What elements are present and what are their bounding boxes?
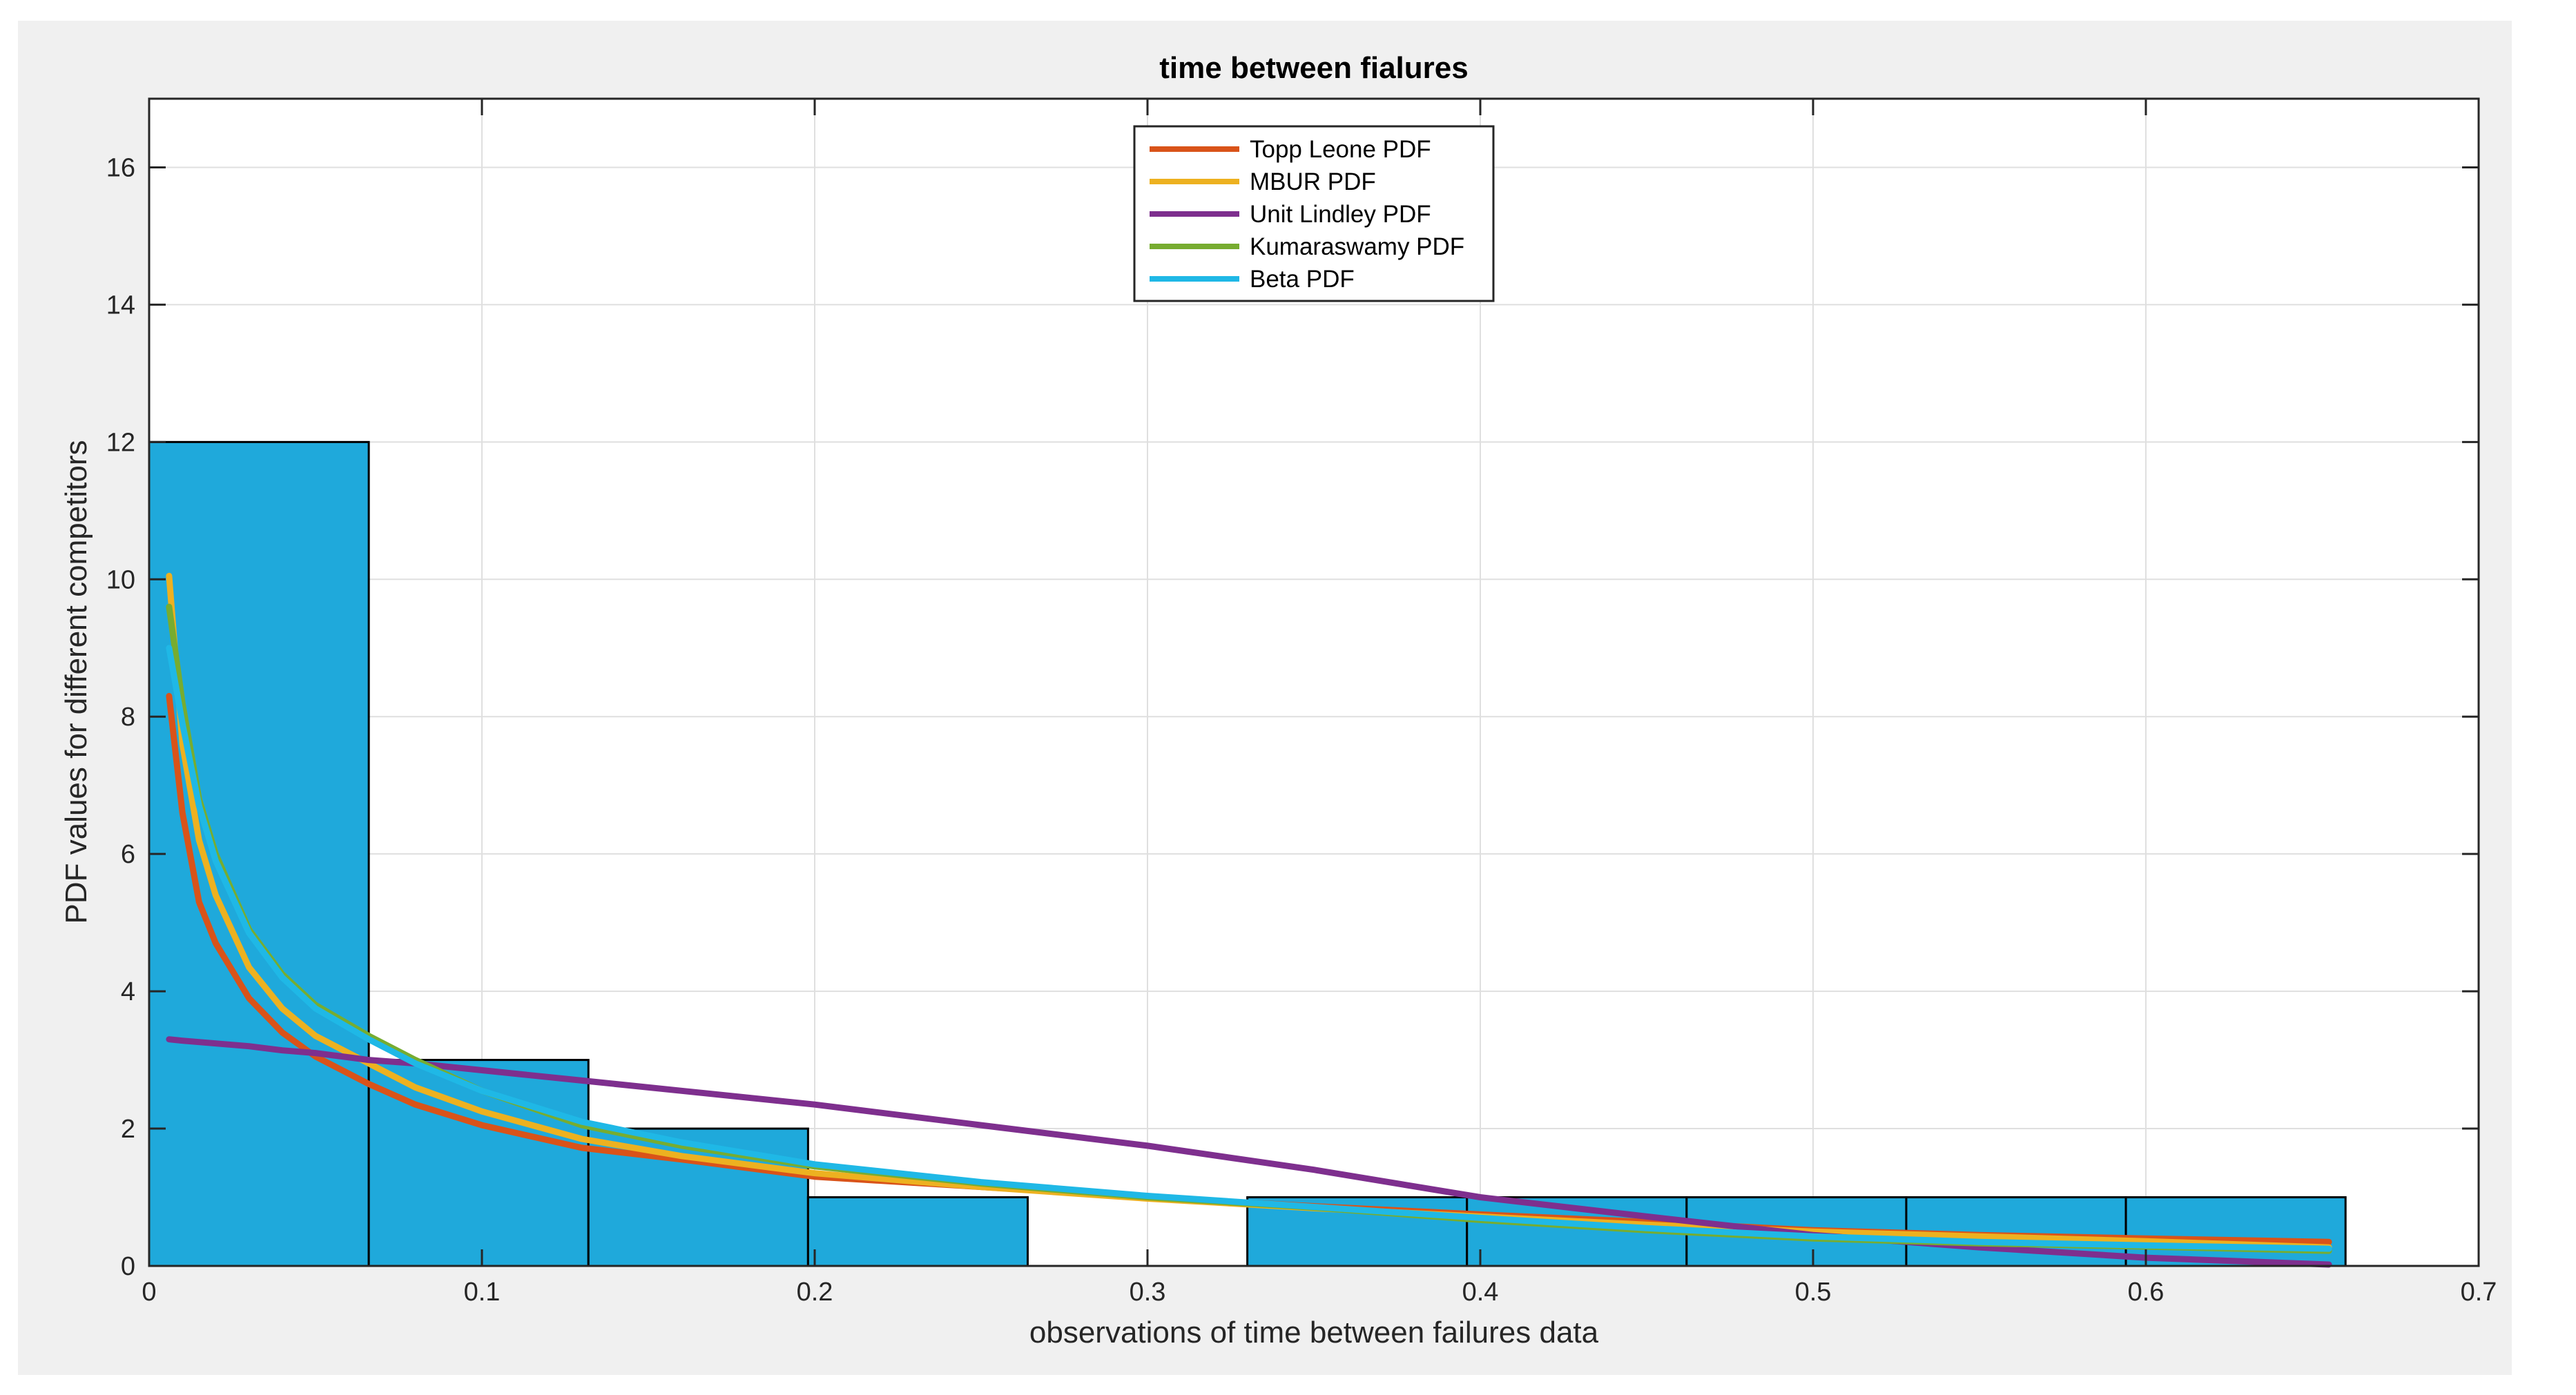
y-tick-label: 10 (106, 565, 135, 594)
x-tick-label: 0.2 (797, 1278, 833, 1307)
series-line (166, 1036, 2332, 1268)
x-tick-label: 0 (142, 1278, 156, 1307)
chart-title: time between fialures (1159, 51, 1468, 85)
series-line (166, 645, 2332, 1252)
histogram-bar (148, 440, 370, 1267)
legend-label: Beta PDF (1250, 266, 1355, 293)
y-tick-label: 2 (121, 1115, 135, 1144)
y-tick-label: 0 (121, 1252, 135, 1281)
tick-labels: 0 0.1 0.2 0.3 0.4 0.5 0.6 0.7 0 2 4 6 8 10 12 14 16 (106, 153, 2497, 1307)
legend-label: MBUR PDF (1250, 168, 1376, 195)
y-tick-label: 14 (106, 291, 135, 320)
histogram-bars (148, 440, 2347, 1267)
axis-ticks (148, 99, 2480, 1267)
y-tick-label: 6 (121, 840, 135, 869)
y-tick-label: 16 (106, 153, 135, 182)
x-tick-label: 0.1 (464, 1278, 501, 1307)
histogram-bar (806, 1196, 1029, 1267)
legend-label: Topp Leone PDF (1250, 136, 1431, 163)
y-tick-label: 4 (121, 977, 135, 1006)
y-axis-label: PDF values for different competitors (59, 440, 93, 924)
x-tick-label: 0.5 (1795, 1278, 1832, 1307)
x-tick-label: 0.3 (1130, 1278, 1166, 1307)
histogram-bar (367, 1059, 590, 1267)
x-axis-label: observations of time between failures da… (1029, 1316, 1599, 1349)
y-tick-label: 8 (121, 703, 135, 732)
legend-label: Unit Lindley PDF (1250, 201, 1431, 228)
pdf-curves (166, 572, 2332, 1268)
plot-frame (148, 97, 2480, 1267)
legend: Topp Leone PDF MBUR PDF Unit Lindley PDF Ku… (1133, 125, 1495, 302)
legend-label: Kumaraswamy PDF (1250, 233, 1464, 260)
y-tick-label: 12 (106, 428, 135, 457)
x-tick-label: 0.7 (2461, 1278, 2497, 1307)
x-tick-label: 0.6 (2128, 1278, 2165, 1307)
x-tick-label: 0.4 (1462, 1278, 1499, 1307)
